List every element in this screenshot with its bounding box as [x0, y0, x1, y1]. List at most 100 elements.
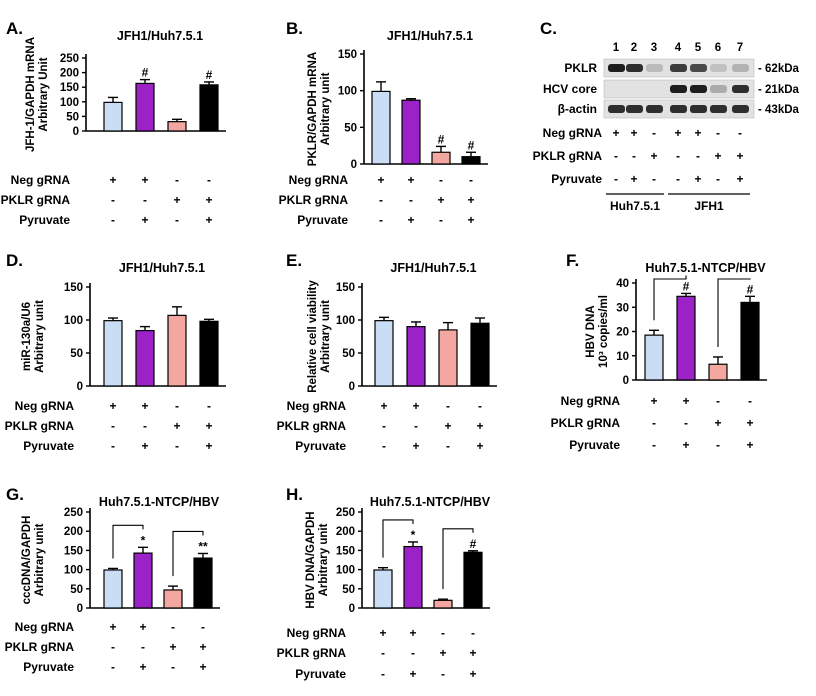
panel-d: D. JFH1/Huh7.5.1 0 50 100 150 miR-130a/U6Arbit… — [5, 251, 226, 453]
y-tick-label: 100 — [336, 565, 355, 577]
blot-condition-sign: + — [612, 126, 619, 140]
condition-sign: - — [111, 660, 115, 674]
y-axis-label: miR-130a/U6Arbitrary unit — [21, 300, 46, 373]
panel-label: A. — [6, 19, 23, 38]
y-tick-label: 10 — [616, 351, 629, 363]
blot-band — [690, 64, 707, 72]
significance-mark: ** — [198, 539, 208, 553]
blot-condition-sign: + — [630, 172, 637, 186]
significance-mark: * — [141, 533, 146, 547]
y-tick-label: 50 — [342, 348, 355, 360]
condition-sign: - — [382, 419, 386, 433]
blot-condition-label: Pyruvate — [551, 172, 602, 186]
panel-f: F. Huh7.5.1-NTCP/HBV 0 10 20 30 40 HBV DNA10³ c… — [551, 251, 767, 452]
condition-label: Pyruvate — [23, 660, 74, 674]
comparison-bracket — [653, 275, 687, 321]
chart-title: JFH1/Huh7.5.1 — [387, 29, 473, 43]
bar-2 — [135, 329, 155, 387]
condition-sign: - — [652, 416, 656, 430]
panel-label: D. — [6, 251, 23, 270]
y-tick-label: 150 — [336, 545, 355, 557]
blot-protein-label: β-actin — [558, 102, 597, 116]
bar-1 — [103, 101, 123, 132]
condition-sign: + — [205, 213, 212, 227]
blot-size-label: - 21kDa — [758, 84, 800, 96]
condition-sign: + — [205, 193, 212, 207]
blot-band — [732, 85, 749, 93]
blot-condition-sign: + — [694, 126, 701, 140]
y-axis-label-line: Arbitrary unit — [34, 300, 46, 373]
y-axis-label-line: Arbitrary Unit — [38, 57, 50, 131]
condition-sign: + — [377, 173, 384, 187]
lane-number: 1 — [613, 42, 620, 54]
condition-sign: + — [714, 416, 721, 430]
bar-2 — [135, 82, 155, 132]
condition-sign: - — [441, 626, 445, 640]
condition-sign: + — [409, 667, 416, 681]
y-axis-label-line: miR-130a/U6 — [21, 302, 33, 371]
condition-sign: + — [141, 399, 148, 413]
chart-title: Huh7.5.1-NTCP/HBV — [645, 261, 766, 275]
bar-3 — [167, 121, 187, 132]
blot-band — [626, 105, 643, 113]
condition-sign: - — [381, 646, 385, 660]
blot-protein-label: HCV core — [543, 82, 597, 96]
condition-sign: + — [173, 419, 180, 433]
condition-sign: + — [141, 173, 148, 187]
condition-label: Pyruvate — [295, 439, 346, 453]
condition-sign: - — [441, 667, 445, 681]
condition-sign: - — [414, 419, 418, 433]
lane-number: 7 — [737, 42, 743, 54]
blot-condition-sign: - — [716, 172, 720, 186]
blot-condition-sign: - — [676, 149, 680, 163]
lane-number: 3 — [651, 42, 657, 54]
condition-label: Pyruvate — [295, 667, 346, 681]
y-axis-label: PKLR/GAPDH mRNAArbitrary unit — [307, 52, 332, 166]
y-tick-label: 50 — [344, 122, 357, 134]
condition-sign: - — [652, 438, 656, 452]
bar-2 — [676, 295, 696, 381]
chart-title: Huh7.5.1-NTCP/HBV — [370, 495, 491, 509]
condition-sign: - — [143, 419, 147, 433]
y-axis-label: JFH-1/GAPDH mRNAArbitrary Unit — [25, 37, 50, 152]
condition-sign: + — [173, 193, 180, 207]
panel-label: E. — [286, 251, 302, 270]
group-label: JFH1 — [694, 199, 724, 213]
condition-label: Neg gRNA — [15, 620, 75, 634]
blot-condition-label: PKLR gRNA — [533, 149, 603, 163]
blot-condition-sign: - — [652, 126, 656, 140]
blot-condition-label: Neg gRNA — [543, 126, 603, 140]
blot-condition-sign: - — [716, 126, 720, 140]
y-axis-label-line: HBV DNA/GAPDH — [305, 511, 317, 608]
chart-title: JFH1/Huh7.5.1 — [390, 261, 476, 275]
significance-mark: # — [206, 68, 213, 82]
bar-3 — [431, 151, 451, 165]
comparison-bracket — [442, 528, 474, 590]
blot-band — [710, 105, 727, 113]
panel-g: G. Huh7.5.1-NTCP/HBV 0 50 100 150 200 250 cccDNA… — [5, 485, 220, 674]
y-tick-label: 100 — [64, 315, 83, 327]
y-tick-label: 0 — [623, 375, 629, 387]
y-tick-label: 30 — [616, 302, 629, 314]
bar-1 — [103, 569, 123, 609]
blot-condition-sign: + — [694, 172, 701, 186]
panel-label: H. — [286, 485, 303, 504]
condition-sign: - — [439, 213, 443, 227]
condition-sign: - — [207, 173, 211, 187]
condition-sign: - — [111, 439, 115, 453]
condition-sign: - — [171, 660, 175, 674]
lane-number: 4 — [675, 42, 682, 54]
condition-label: PKLR gRNA — [277, 646, 347, 660]
condition-sign: - — [716, 394, 720, 408]
y-axis-label: cccDNA/GAPDHArbitrary unit — [21, 516, 46, 605]
bar-2 — [406, 326, 426, 387]
blot-band — [732, 105, 749, 113]
condition-sign: + — [467, 213, 474, 227]
comparison-bracket — [172, 530, 204, 577]
condition-sign: + — [205, 419, 212, 433]
condition-sign: + — [109, 620, 116, 634]
condition-sign: - — [382, 439, 386, 453]
panel-h: H. Huh7.5.1-NTCP/HBV 0 50 100 150 200 250 HBV DN… — [277, 485, 491, 681]
blot-condition-sign: + — [630, 126, 637, 140]
condition-sign: + — [469, 667, 476, 681]
